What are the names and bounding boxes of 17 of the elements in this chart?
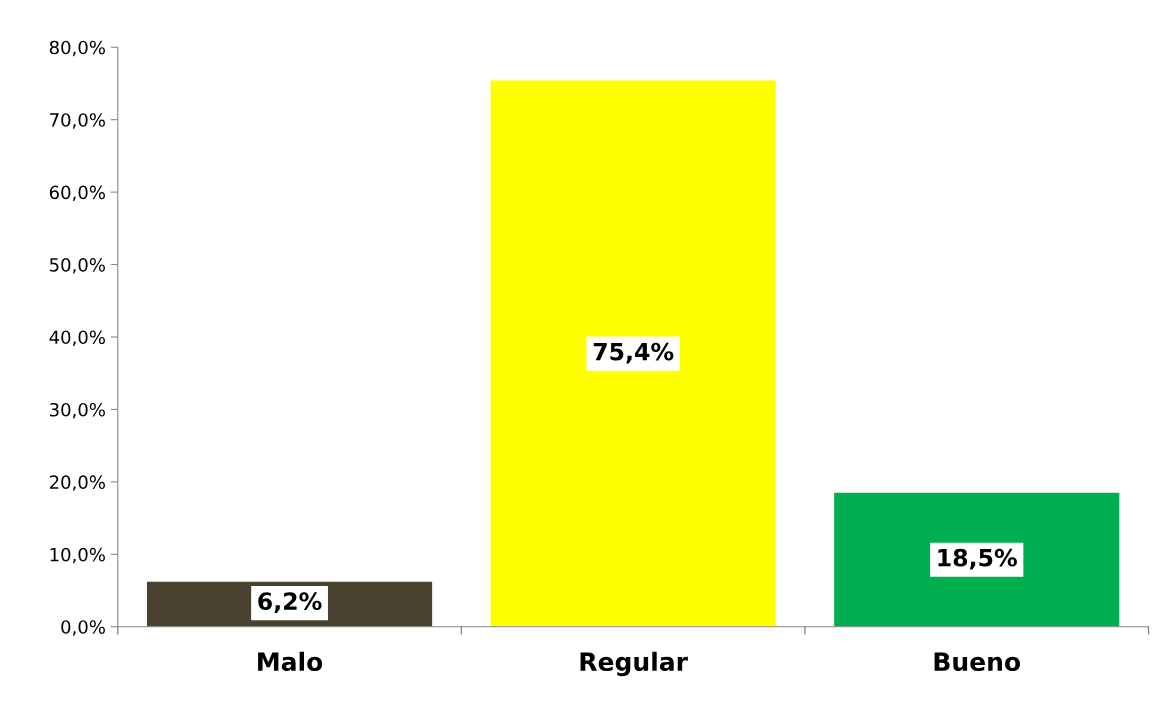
x-tick-label: Regular [580,651,688,677]
y-tick-label: 40,0% [49,330,105,346]
x-tick-label: Malo [258,651,323,672]
y-tick-label: 0,0% [61,620,105,636]
x-tick-label: Bueno [934,652,1021,672]
data-label: 18,5% [938,548,1017,570]
y-tick-label: 50,0% [50,258,105,274]
y-tick-label: 60,0% [49,185,105,202]
y-tick-label: 30,0% [49,402,105,419]
y-tick-label: 20,0% [49,475,105,491]
data-label: 75,4% [593,342,674,364]
y-tick-label: 70,0% [50,113,105,129]
data-label: 6,2% [258,592,322,614]
y-tick-label: 80,0% [49,40,105,57]
bar [834,492,1120,627]
bar [490,80,776,627]
y-tick-label: 10,0% [50,547,105,564]
